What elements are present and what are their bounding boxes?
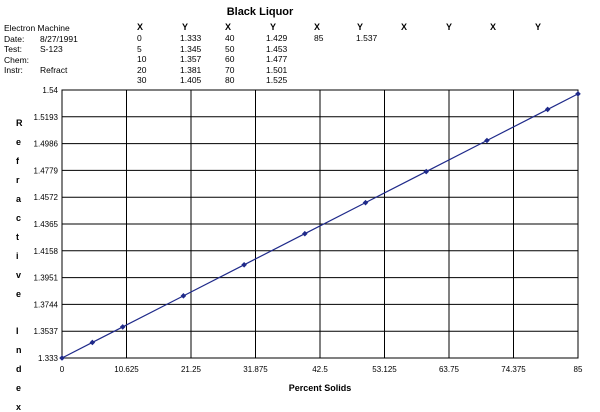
x-axis-label: Percent Solids xyxy=(289,383,352,393)
y-axis-label-char: i xyxy=(16,251,19,261)
data-point xyxy=(241,261,247,268)
info-value: S-123 xyxy=(40,44,63,54)
data-point xyxy=(362,199,369,206)
table-header: X xyxy=(490,22,497,32)
table-header: X xyxy=(401,22,408,32)
info-label: Test: xyxy=(4,44,22,54)
y-axis-label-char: n xyxy=(16,345,22,355)
x-tick-label: 74.375 xyxy=(501,365,526,374)
table-header: X xyxy=(314,22,321,32)
info-value: 8/27/1991 xyxy=(40,33,78,44)
x-tick-label: 53.125 xyxy=(372,365,397,374)
info-label: Chem: xyxy=(4,54,30,65)
table-cell: 10 xyxy=(137,54,147,64)
table-cell: 40 xyxy=(225,33,235,43)
table-header: X xyxy=(137,22,144,32)
info-label: Electron Machine xyxy=(4,23,70,33)
table-header: Y xyxy=(357,22,364,32)
y-axis-label-char: e xyxy=(16,383,22,393)
x-tick-label: 10.625 xyxy=(114,365,139,374)
y-tick-label: 1.3537 xyxy=(34,327,59,336)
data-point xyxy=(89,339,96,346)
y-axis-label-char: a xyxy=(16,194,22,204)
table-cell: 1.537 xyxy=(356,33,378,43)
table-cell: 1.525 xyxy=(266,75,288,85)
table-cell: 1.357 xyxy=(180,54,202,64)
y-tick-label: 1.4779 xyxy=(34,166,59,175)
y-axis-label-char: r xyxy=(16,175,20,185)
y-tick-label: 1.4572 xyxy=(34,193,59,202)
y-axis-label-char: d xyxy=(16,364,22,374)
table-cell: 5 xyxy=(137,43,142,54)
data-point xyxy=(302,230,308,237)
data-point xyxy=(575,91,581,97)
table-header: Y xyxy=(270,22,277,32)
table-cell: 1.453 xyxy=(266,43,288,54)
y-tick-label: 1.333 xyxy=(38,354,59,363)
table-cell: 1.345 xyxy=(180,43,202,54)
table-cell: 70 xyxy=(225,64,235,75)
x-tick-label: 42.5 xyxy=(312,365,328,374)
y-axis-label-char: t xyxy=(16,232,19,242)
table-cell: 30 xyxy=(137,75,147,85)
y-tick-label: 1.54 xyxy=(42,86,58,95)
table-header: Y xyxy=(182,22,189,32)
table-cell: 1.381 xyxy=(180,64,202,75)
y-tick-label: 1.5193 xyxy=(34,113,59,122)
y-axis-label-char: R xyxy=(16,118,23,128)
x-tick-label: 85 xyxy=(574,365,583,374)
y-axis-label-char: e xyxy=(16,289,22,299)
y-axis-label-char: x xyxy=(16,402,22,412)
y-tick-label: 1.3744 xyxy=(34,300,59,309)
table-cell: 80 xyxy=(225,75,235,85)
data-point xyxy=(484,137,490,144)
table-cell: 1.501 xyxy=(266,64,288,75)
table-header: Y xyxy=(535,22,542,32)
y-tick-label: 1.4158 xyxy=(34,247,59,256)
table-cell: 1.429 xyxy=(266,33,288,43)
table-cell: 0 xyxy=(137,33,142,43)
table-cell: 1.333 xyxy=(180,33,202,43)
plot-border xyxy=(61,89,579,359)
data-point xyxy=(423,168,430,175)
y-axis-label-char: c xyxy=(16,213,22,223)
chart-title: Black Liquor xyxy=(226,6,294,18)
y-axis-label-char: v xyxy=(16,270,22,280)
x-tick-label: 31.875 xyxy=(243,365,268,374)
y-tick-label: 1.4365 xyxy=(34,220,59,229)
info-label: Instr: xyxy=(4,65,23,75)
data-point xyxy=(119,324,126,330)
data-point xyxy=(180,293,187,299)
y-axis-label-char: e xyxy=(16,137,22,147)
table-header: Y xyxy=(446,22,453,32)
x-tick-label: 21.25 xyxy=(181,365,202,374)
y-tick-label: 1.3951 xyxy=(34,274,59,283)
x-tick-label: 63.75 xyxy=(439,365,460,374)
table-cell: 50 xyxy=(225,43,235,54)
info-value: Refract xyxy=(40,65,68,75)
table-cell: 60 xyxy=(225,54,235,64)
table-cell: 1.477 xyxy=(266,54,288,64)
table-header: X xyxy=(225,22,232,32)
data-point xyxy=(544,106,551,113)
table-cell: 1.405 xyxy=(180,75,202,85)
table-cell: 20 xyxy=(137,64,147,75)
y-tick-label: 1.4986 xyxy=(34,140,59,149)
data-point xyxy=(59,355,65,361)
info-label: Date: xyxy=(4,33,25,44)
table-cell: 85 xyxy=(314,33,324,43)
y-axis-label-char: f xyxy=(16,156,19,166)
x-tick-label: 0 xyxy=(60,365,65,374)
y-axis-label-char: I xyxy=(16,326,19,336)
